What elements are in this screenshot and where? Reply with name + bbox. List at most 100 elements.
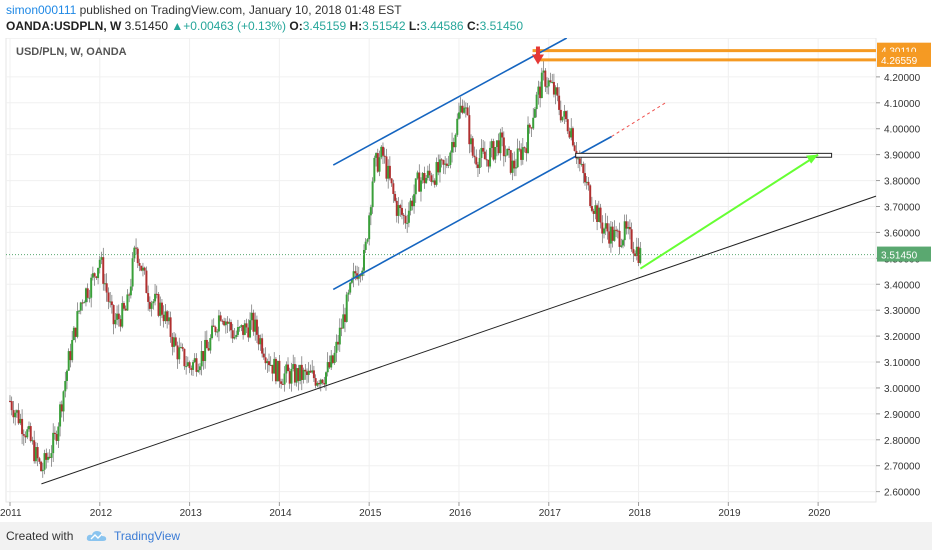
- x-tick-label: 2013: [180, 508, 203, 519]
- candle-body: [155, 293, 158, 295]
- open-label: O:: [289, 19, 303, 33]
- candle-body: [71, 340, 74, 361]
- candle-body: [573, 145, 576, 151]
- candle-body: [319, 379, 322, 385]
- candle-body: [27, 426, 30, 430]
- y-tick-label: 3.10000: [884, 358, 921, 369]
- candle-body: [331, 355, 334, 363]
- candle-body: [508, 148, 511, 151]
- candle-body: [188, 362, 191, 369]
- candle-body: [471, 138, 474, 156]
- candle-body: [463, 107, 466, 113]
- candle-body: [318, 382, 321, 385]
- candle-body: [60, 404, 63, 412]
- candle-body: [568, 131, 571, 138]
- candle-body: [577, 158, 580, 160]
- publisher-link[interactable]: simon000111: [6, 3, 77, 17]
- candle-body: [380, 146, 383, 158]
- plot-area[interactable]: [5, 38, 877, 503]
- candle-body: [67, 351, 70, 371]
- candle-body: [601, 222, 604, 234]
- candle-body: [589, 185, 592, 207]
- candle-body: [38, 458, 41, 462]
- candle-body: [31, 440, 34, 442]
- y-tick-label: 3.00000: [884, 384, 921, 395]
- candle-body: [209, 338, 212, 351]
- candle-body: [93, 273, 96, 277]
- candle-body: [609, 226, 612, 244]
- candle-body: [157, 294, 160, 316]
- y-tick-label: 4.00000: [884, 125, 921, 136]
- candle-body: [217, 315, 220, 332]
- candle-body: [578, 158, 581, 165]
- candle-body: [200, 351, 203, 367]
- candle-body: [302, 369, 305, 380]
- candle-body: [566, 119, 569, 132]
- candle-body: [97, 267, 100, 279]
- candle-body: [615, 229, 618, 231]
- y-tick-label: 3.80000: [884, 177, 921, 188]
- candle-body: [316, 382, 319, 386]
- candle-body: [385, 156, 388, 179]
- candle-body: [570, 128, 573, 138]
- candle-body: [293, 364, 296, 383]
- candle-body: [190, 368, 193, 370]
- candle-body: [433, 180, 436, 185]
- price-chart[interactable]: 4.20000 4.10000 4.00000 3.90000 3.80000 3.700…: [0, 38, 932, 522]
- candle-body: [186, 362, 189, 367]
- candle-body: [304, 369, 307, 372]
- candle-body: [193, 358, 196, 363]
- last-price-label: 3.51450: [881, 251, 918, 262]
- candle-body: [247, 327, 250, 338]
- candle-body: [173, 337, 176, 347]
- candle-body: [328, 362, 331, 368]
- candle-body: [618, 230, 621, 247]
- candle-body: [442, 160, 445, 165]
- candle-body: [207, 348, 210, 351]
- price-tag: [877, 51, 931, 67]
- candle-body: [340, 327, 343, 329]
- candle-body: [50, 453, 53, 458]
- candle-body: [554, 87, 557, 95]
- candle-body: [330, 355, 333, 368]
- candle-body: [425, 177, 428, 184]
- candle-body: [514, 167, 517, 169]
- candle-body: [223, 321, 226, 326]
- candle-body: [444, 163, 447, 165]
- candle-body: [124, 308, 127, 311]
- candle-body: [110, 301, 113, 306]
- candle-body: [623, 221, 626, 241]
- candle-body: [290, 368, 293, 384]
- candle-body: [497, 140, 500, 154]
- candle-body: [501, 132, 504, 138]
- candle-body: [449, 152, 452, 165]
- candle-body: [603, 228, 606, 234]
- candle-body: [202, 351, 205, 362]
- candle-body: [511, 160, 514, 173]
- candle-body: [283, 373, 286, 385]
- tradingview-link[interactable]: TradingView: [114, 529, 181, 543]
- y-tick-label: 3.90000: [884, 151, 921, 162]
- candle-body: [584, 173, 587, 183]
- candle-body: [91, 273, 94, 278]
- candle-body: [606, 223, 609, 232]
- candle-body: [81, 302, 84, 304]
- candle-body: [88, 297, 91, 299]
- candle-body: [171, 336, 174, 347]
- up-triangle-icon: ▲: [171, 19, 184, 33]
- candle-body: [14, 412, 17, 418]
- candle-body: [509, 150, 512, 173]
- candle-body: [140, 265, 143, 271]
- candle-body: [72, 327, 75, 341]
- candle-body: [551, 81, 554, 83]
- price-change: +0.00463 (+0.13%): [183, 19, 287, 33]
- candle-body: [197, 370, 200, 372]
- candle-body: [169, 317, 172, 337]
- candle-body: [540, 72, 543, 99]
- candle-body: [596, 205, 599, 222]
- channel-projection-line: [611, 102, 666, 137]
- candle-body: [558, 95, 561, 110]
- candle-body: [597, 207, 600, 222]
- candle-body: [445, 163, 448, 166]
- candle-body: [40, 461, 43, 472]
